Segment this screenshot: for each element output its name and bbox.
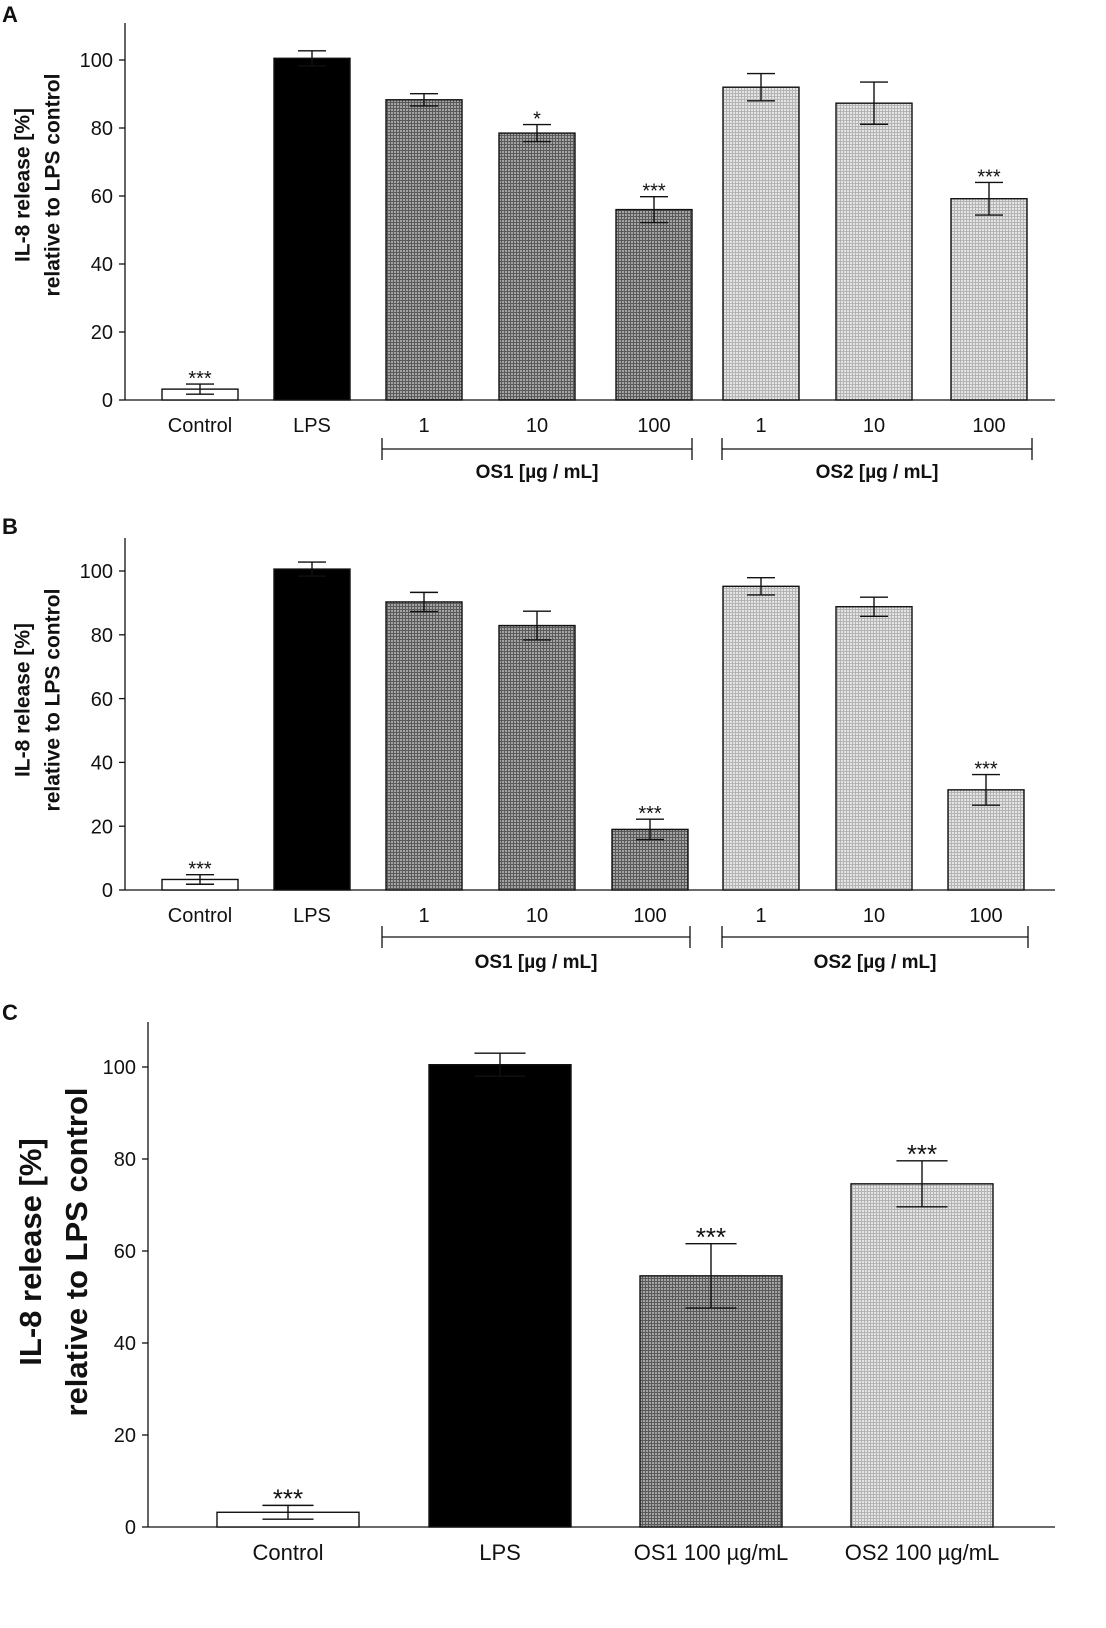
bar: [722, 585, 800, 891]
group-label: OS2 [µg / mL]: [814, 952, 937, 973]
y-axis-label-line2: relative to LPS control: [41, 74, 64, 297]
bar: [273, 568, 351, 891]
bar: [498, 132, 576, 401]
x-tick-label: 10: [863, 415, 885, 437]
x-tick-label: 100: [969, 905, 1002, 927]
significance-label: ***: [642, 181, 666, 203]
y-tick-label: 20: [91, 816, 113, 838]
panel-b-chart: B 0 20 40 60 80 100 IL-8 release [%] relative to…: [2, 514, 1055, 973]
y-axis-label-line2: relative to LPS control: [41, 589, 64, 812]
bar: [615, 208, 693, 401]
x-tick-label: 10: [526, 905, 548, 927]
y-tick-label: 100: [80, 561, 113, 583]
x-tick-label: 10: [863, 905, 885, 927]
significance-label: ***: [907, 1139, 937, 1169]
significance-label: ***: [273, 1484, 303, 1514]
panel-letter: A: [2, 2, 18, 27]
y-tick-label: 0: [102, 880, 113, 902]
bar: [722, 86, 800, 401]
y-tick-label: 40: [114, 1333, 136, 1355]
significance-label: ***: [696, 1222, 726, 1252]
y-tick-label: 80: [91, 625, 113, 647]
y-axis-label-line1: IL-8 release [%]: [13, 1138, 48, 1365]
panel-letter: B: [2, 514, 18, 539]
y-tick-label: 20: [91, 322, 113, 344]
bar: [498, 624, 576, 891]
x-tick-label: 1: [418, 905, 429, 927]
x-tick-label: LPS: [293, 905, 331, 927]
y-tick-label: 80: [114, 1149, 136, 1171]
bar: [947, 789, 1025, 891]
panel-letter: C: [2, 1000, 18, 1025]
y-tick-label: 0: [102, 390, 113, 412]
y-tick-label: 60: [114, 1241, 136, 1263]
group-label: OS2 [µg / mL]: [816, 462, 939, 483]
significance-label: ***: [638, 803, 662, 825]
x-tick-label: OS1 100 µg/mL: [634, 1540, 789, 1565]
x-tick-label: OS2 100 µg/mL: [845, 1540, 1000, 1565]
x-tick-label: 100: [637, 415, 670, 437]
bar: [639, 1275, 783, 1528]
y-tick-label: 20: [114, 1425, 136, 1447]
y-axis-label-line2: relative to LPS control: [59, 1087, 94, 1416]
y-tick-label: 100: [103, 1057, 136, 1079]
panel-a-chart: A 0 20 40 60 80 100 IL-8 release [%] relative to…: [2, 2, 1055, 483]
y-tick-label: 60: [91, 186, 113, 208]
y-tick-label: 40: [91, 254, 113, 276]
bar: [428, 1063, 572, 1528]
group-label: OS1 [µg / mL]: [475, 952, 598, 973]
x-tick-label: Control: [168, 415, 232, 437]
bar: [950, 198, 1028, 401]
x-tick-label: 100: [972, 415, 1005, 437]
y-tick-label: 40: [91, 753, 113, 775]
significance-label: ***: [974, 759, 998, 781]
y-tick-label: 100: [80, 50, 113, 72]
x-tick-label: Control: [253, 1540, 324, 1565]
y-tick-label: 80: [91, 118, 113, 140]
x-tick-label: LPS: [293, 415, 331, 437]
significance-label: ***: [188, 368, 212, 390]
bar: [385, 99, 463, 401]
x-tick-label: 1: [755, 905, 766, 927]
bar: [273, 57, 351, 401]
x-tick-label: 1: [755, 415, 766, 437]
x-tick-label: 1: [418, 415, 429, 437]
bar: [850, 1183, 994, 1528]
y-tick-label: 60: [91, 689, 113, 711]
x-tick-label: 100: [633, 905, 666, 927]
x-tick-label: 10: [526, 415, 548, 437]
y-axis-label-line1: IL-8 release [%]: [11, 623, 34, 777]
panel-c-chart: C 0 20 40 60 80 100 IL-8 release [%] relative to…: [2, 1000, 1055, 1565]
bar: [835, 102, 913, 401]
x-tick-label: Control: [168, 905, 232, 927]
significance-label: ***: [188, 859, 212, 881]
bar: [835, 606, 913, 891]
y-tick-label: 0: [125, 1517, 136, 1539]
significance-label: *: [533, 109, 541, 131]
significance-label: ***: [977, 166, 1001, 188]
y-axis-label-line1: IL-8 release [%]: [11, 108, 34, 262]
group-label: OS1 [µg / mL]: [476, 462, 599, 483]
x-tick-label: LPS: [479, 1540, 521, 1565]
bar: [385, 601, 463, 891]
